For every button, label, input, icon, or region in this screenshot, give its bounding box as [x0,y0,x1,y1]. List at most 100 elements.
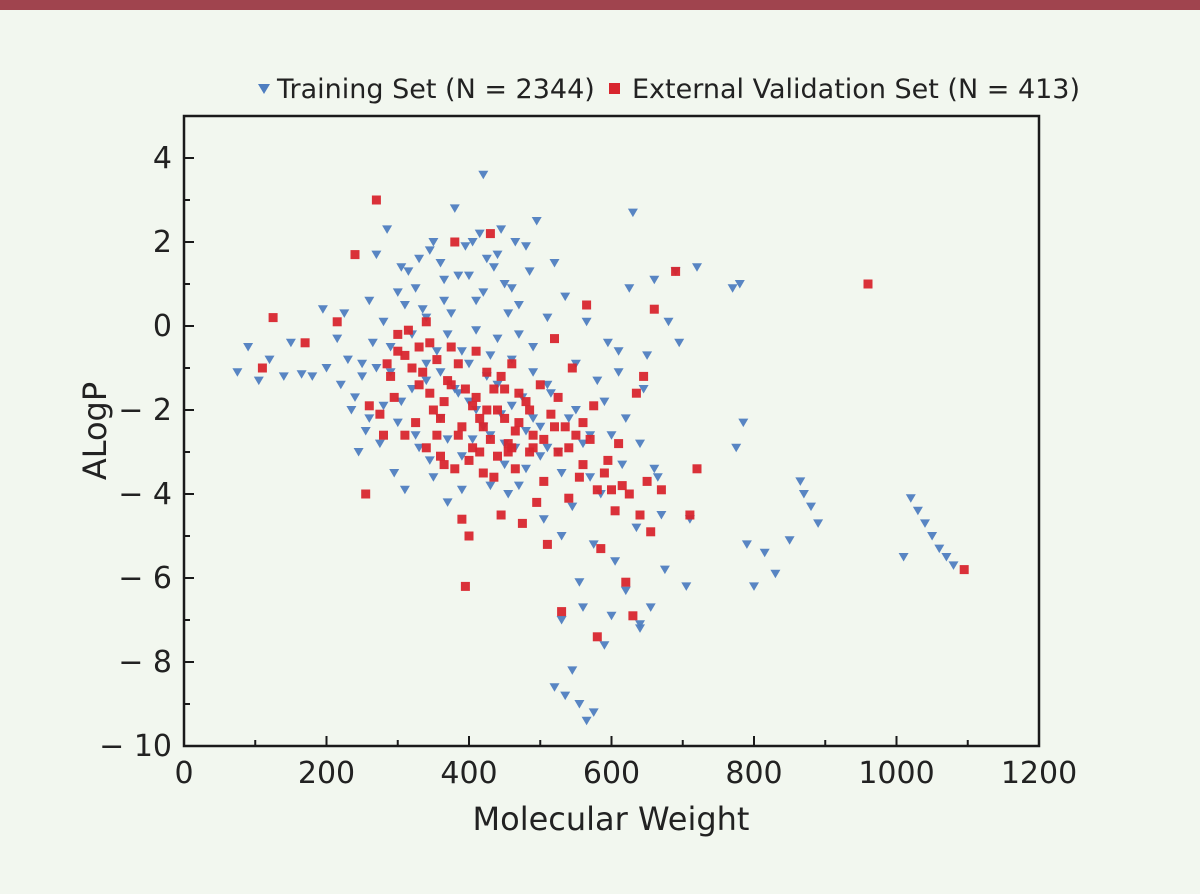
training-point [424,246,435,255]
training-point [528,414,539,423]
training-point [692,263,702,272]
validation-point [603,455,613,465]
validation-point [557,607,567,617]
training-point [613,347,624,356]
training-point [435,368,446,377]
training-point [545,389,556,398]
validation-point [582,300,592,310]
top-accent-bar [0,0,1200,10]
training-point [912,506,923,516]
validation-point [528,443,538,453]
training-point [656,511,667,520]
training-point [499,460,510,470]
y-tick-labels: 4 2 0 − 2 − 4 − 6 − 8 − 10 [99,141,172,764]
training-point [378,401,389,411]
training-point [503,309,514,318]
training-point [357,359,368,369]
validation-point [425,388,435,398]
training-point [506,401,517,411]
validation-point [400,350,410,360]
training-point [635,439,645,449]
validation-point [550,334,559,344]
validation-point [493,451,502,461]
validation-point [453,359,463,369]
validation-point [457,422,467,432]
x-axis-title: Molecular Weight [473,800,750,838]
validation-point [489,472,499,482]
training-point [659,565,670,575]
training-point [417,305,428,314]
training-point [570,406,581,415]
validation-point [599,468,609,478]
training-point [350,393,360,402]
training-point [795,477,806,486]
validation-point [592,485,602,495]
training-point [599,397,610,407]
training-point [499,280,510,289]
validation-point [610,506,620,516]
training-point [674,338,685,348]
validation-point [592,632,602,642]
validation-point [468,443,478,453]
validation-point [546,409,556,419]
training-point [521,242,531,251]
validation-point [685,510,695,520]
validation-point [510,464,520,474]
training-point [357,372,368,381]
training-point [421,359,432,369]
training-point [496,225,507,234]
training-point [399,301,410,310]
training-point [681,582,692,591]
training-point [535,422,546,432]
training-point [574,700,585,709]
y-tick-label: − 10 [99,729,172,764]
validation-point [478,468,488,478]
training-point [567,666,578,675]
validation-point [475,413,485,423]
validation-point [692,464,702,474]
training-point [549,683,560,692]
training-point [627,208,638,218]
training-point [464,271,474,281]
training-point [631,523,642,533]
training-point [905,494,916,503]
training-point [528,368,539,377]
training-point [428,238,439,247]
validation-point [574,472,584,482]
validation-point [585,434,595,444]
training-point [941,553,952,562]
training-point [560,292,571,302]
training-point [578,439,588,449]
validation-point [371,195,381,205]
training-point [253,376,264,386]
legend-training-marker [258,84,270,94]
training-point [488,263,499,272]
training-point [606,611,617,621]
validation-point [421,443,431,453]
training-point [478,288,489,297]
validation-point [414,342,424,352]
training-point [649,275,660,285]
training-point [439,275,450,285]
validation-point [350,250,360,260]
y-tick-label: 2 [153,225,172,260]
training-point [492,334,503,344]
validation-point [393,346,403,356]
validation-point [646,527,656,537]
training-point [585,473,596,482]
training-point [296,370,307,379]
validation-point [471,392,481,402]
validation-point [418,367,428,377]
training-point [734,280,745,289]
training-point [798,490,809,499]
y-tick-label: − 4 [118,477,172,512]
validation-point [517,518,527,528]
training-point [467,435,478,444]
legend-validation-label: External Validation Set (N = 413) [632,74,1080,105]
axis-ticks [183,115,1040,747]
validation-point [500,413,510,423]
training-point [560,691,571,701]
validation-point [300,338,310,348]
training-point [606,431,617,440]
